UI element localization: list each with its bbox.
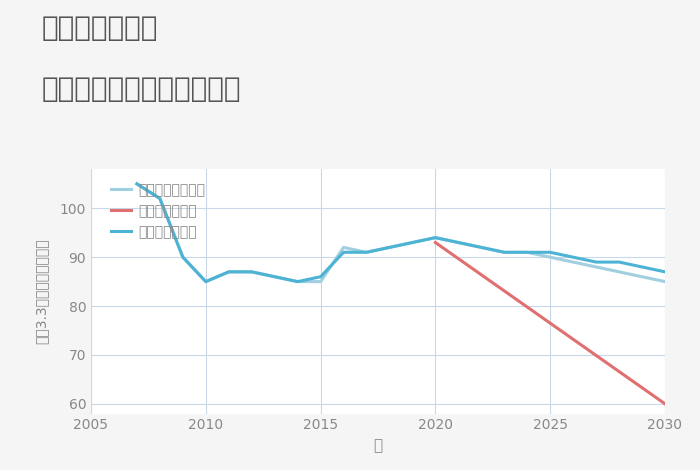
グッドシナリオ [270, 274, 279, 280]
グッドシナリオ [202, 279, 210, 284]
グッドシナリオ [500, 250, 508, 255]
グッドシナリオ [178, 254, 187, 260]
グッドシナリオ [592, 259, 601, 265]
グッドシナリオ [340, 250, 348, 255]
ノーマルシナリオ [477, 244, 486, 250]
ノーマルシナリオ [293, 279, 302, 284]
グッドシナリオ [454, 240, 463, 245]
ノーマルシナリオ [615, 269, 623, 274]
ノーマルシナリオ [225, 269, 233, 274]
Text: 奈良県畝傍駅の: 奈良県畝傍駅の [42, 14, 158, 42]
ノーマルシナリオ [316, 279, 325, 284]
ノーマルシナリオ [363, 250, 371, 255]
ノーマルシナリオ [523, 250, 531, 255]
ノーマルシナリオ [202, 279, 210, 284]
ノーマルシナリオ [546, 254, 554, 260]
グッドシナリオ [523, 250, 531, 255]
ノーマルシナリオ [454, 240, 463, 245]
グッドシナリオ [638, 264, 646, 270]
ノーマルシナリオ [385, 244, 393, 250]
ノーマルシナリオ [155, 196, 164, 201]
グッドシナリオ [363, 250, 371, 255]
ノーマルシナリオ [340, 244, 348, 250]
ノーマルシナリオ [592, 264, 601, 270]
グッドシナリオ [569, 254, 577, 260]
グッドシナリオ [431, 235, 440, 241]
X-axis label: 年: 年 [373, 438, 383, 453]
ノーマルシナリオ [500, 250, 508, 255]
Line: グッドシナリオ: グッドシナリオ [137, 184, 665, 282]
ノーマルシナリオ [638, 274, 646, 280]
ノーマルシナリオ [270, 274, 279, 280]
Text: 中古マンションの価格推移: 中古マンションの価格推移 [42, 75, 241, 103]
Line: バッドシナリオ: バッドシナリオ [435, 243, 665, 404]
グッドシナリオ [661, 269, 669, 274]
ノーマルシナリオ [431, 235, 440, 241]
バッドシナリオ [661, 401, 669, 407]
グッドシナリオ [225, 269, 233, 274]
ノーマルシナリオ [133, 181, 141, 187]
グッドシナリオ [155, 196, 164, 201]
グッドシナリオ [477, 244, 486, 250]
グッドシナリオ [546, 250, 554, 255]
ノーマルシナリオ [178, 254, 187, 260]
Y-axis label: 坪（3.3㎡）単価（万円）: 坪（3.3㎡）単価（万円） [35, 239, 49, 344]
ノーマルシナリオ [248, 269, 256, 274]
ノーマルシナリオ [661, 279, 669, 284]
グッドシナリオ [316, 274, 325, 280]
グッドシナリオ [408, 240, 416, 245]
グッドシナリオ [385, 244, 393, 250]
Legend: ノーマルシナリオ, バッドシナリオ, グッドシナリオ: ノーマルシナリオ, バッドシナリオ, グッドシナリオ [104, 176, 212, 246]
バッドシナリオ [431, 240, 440, 245]
グッドシナリオ [133, 181, 141, 187]
ノーマルシナリオ [408, 240, 416, 245]
ノーマルシナリオ [569, 259, 577, 265]
グッドシナリオ [293, 279, 302, 284]
グッドシナリオ [248, 269, 256, 274]
Line: ノーマルシナリオ: ノーマルシナリオ [137, 184, 665, 282]
グッドシナリオ [615, 259, 623, 265]
